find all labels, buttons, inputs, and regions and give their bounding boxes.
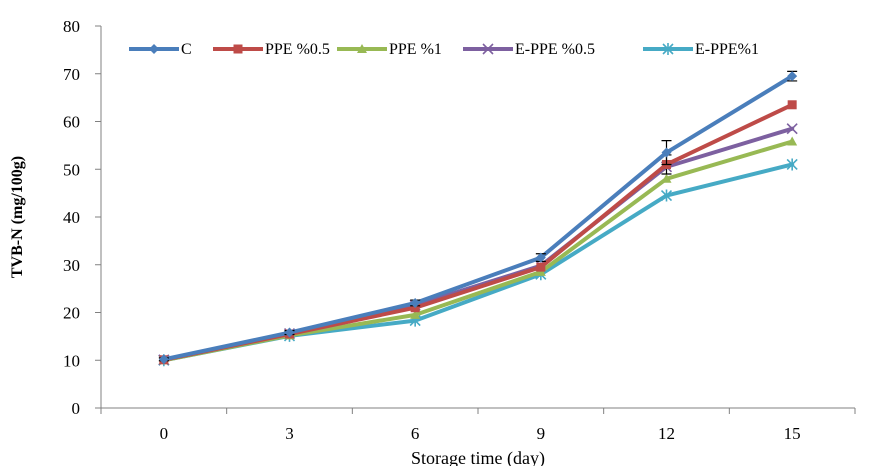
series-ppe-0-5 [159,100,797,365]
y-tick-label: 60 [63,113,80,132]
series-line [161,162,795,363]
y-tick-label: 70 [63,65,80,84]
series-c [158,70,798,365]
legend: C PPE %0.5 PPE %1 E-PPE %0.5 E-PPE%1 [129,41,759,58]
series-ppe-1 [158,136,798,365]
legend-marker [149,44,159,54]
data-point [535,252,546,263]
legend-item-e-ppe-1: E-PPE%1 [643,41,759,58]
series-line [161,102,795,362]
legend-item-ppe-0-5: PPE %0.5 [213,41,330,58]
data-point [661,173,672,183]
x-tick-label: 12 [658,424,675,443]
data-point [410,297,421,308]
y-tick-label: 50 [63,160,80,179]
y-tick-label: 20 [63,304,80,323]
legend-item-e-ppe-0-5: E-PPE %0.5 [463,41,595,58]
y-tick-label: 10 [63,351,80,370]
y-axis-title: TVB-N (mg/100g) [9,156,26,278]
series-line [161,74,795,362]
data-point [284,327,295,338]
legend-label: C [181,41,192,58]
x-tick-label: 6 [411,424,420,443]
legend-label: PPE %0.5 [265,41,330,58]
y-tick-label: 40 [63,208,80,227]
legend-label: E-PPE %0.5 [515,41,595,58]
data-point [158,354,169,365]
data-point [536,262,546,272]
data-point [410,309,421,319]
series-line [161,139,795,363]
series-e-ppe-0-5 [158,123,798,366]
legend-item-c: C [129,41,192,58]
x-tick-label: 9 [537,424,546,443]
legend-marker [662,43,674,55]
x-ticks: 0 3 6 9 12 15 [100,408,856,443]
legend-marker [357,44,367,53]
x-axis-title: Storage time (day) [411,448,545,466]
data-point [787,100,797,110]
x-tick-label: 3 [285,424,294,443]
series-e-ppe-1 [158,158,798,367]
series-layer [158,70,798,367]
data-point [786,123,798,135]
legend-label: E-PPE%1 [695,41,759,58]
legend-marker [233,44,243,54]
y-tick-label: 30 [63,256,80,275]
y-tick-label: 80 [63,17,80,36]
legend-item-ppe-1: PPE %1 [337,41,442,58]
legend-label: PPE %1 [389,41,442,58]
x-tick-label: 0 [160,424,169,443]
series-line [161,126,795,362]
data-point [787,136,798,146]
y-ticks: 0 10 20 30 40 50 60 70 80 [63,17,101,418]
legend-marker [482,43,494,55]
data-point [786,158,798,171]
data-point [661,147,672,158]
data-point [787,71,798,82]
x-tick-label: 15 [784,424,801,443]
data-point [660,189,673,202]
y-tick-label: 0 [72,399,81,418]
